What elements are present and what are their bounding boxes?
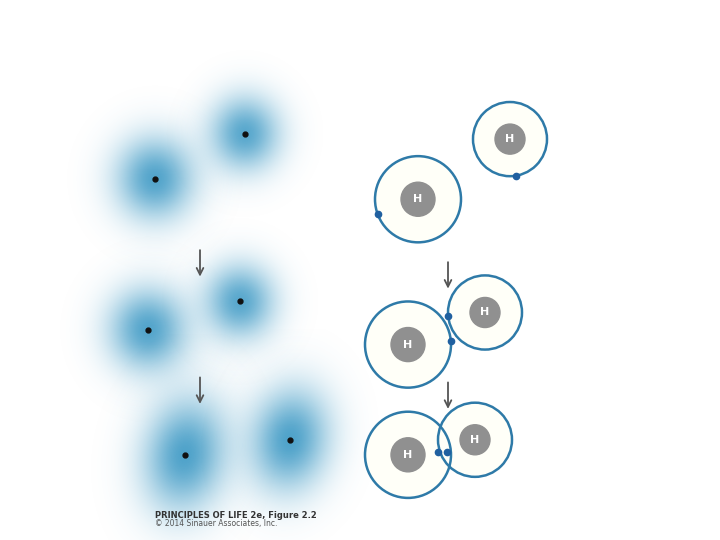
Text: H: H	[480, 307, 490, 318]
Circle shape	[460, 425, 490, 455]
Text: PRINCIPLES OF LIFE 2e, Figure 2.2: PRINCIPLES OF LIFE 2e, Figure 2.2	[155, 511, 317, 520]
Circle shape	[375, 156, 461, 242]
Circle shape	[391, 438, 425, 472]
Circle shape	[365, 301, 451, 388]
Text: H: H	[505, 134, 515, 144]
Circle shape	[495, 124, 525, 154]
Circle shape	[470, 298, 500, 328]
Circle shape	[438, 403, 512, 477]
Circle shape	[391, 328, 425, 362]
Text: H: H	[403, 450, 413, 460]
Circle shape	[473, 102, 547, 176]
Text: Figure 2.2  Electrons Are Shared in Covalent Bonds: Figure 2.2 Electrons Are Shared in Coval…	[9, 12, 382, 27]
Circle shape	[448, 275, 522, 349]
Circle shape	[365, 411, 451, 498]
Circle shape	[401, 182, 435, 217]
Text: H: H	[470, 435, 480, 445]
Text: © 2014 Sinauer Associates, Inc.: © 2014 Sinauer Associates, Inc.	[155, 519, 277, 528]
Text: H: H	[413, 194, 423, 204]
Text: H: H	[403, 340, 413, 349]
